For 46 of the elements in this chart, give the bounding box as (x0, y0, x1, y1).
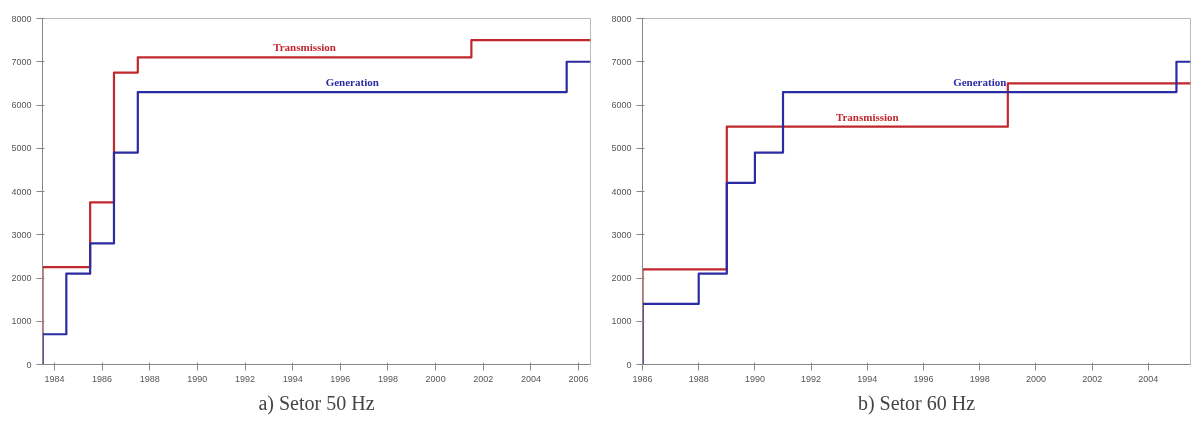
series-label: Generation (325, 76, 379, 89)
x-tick-label: 2006 (568, 373, 589, 384)
x-tick-label: 2004 (520, 373, 541, 384)
x-tick-label: 1992 (801, 373, 822, 384)
y-tick-label: 6000 (11, 100, 32, 110)
x-tick-label: 1994 (282, 373, 303, 384)
x-tick-label: 1994 (857, 373, 878, 384)
y-tick-label: 5000 (11, 143, 32, 154)
y-tick-label: 2000 (611, 273, 632, 283)
y-tick-label: 1000 (11, 316, 32, 327)
y-tick-label: 4000 (611, 186, 632, 197)
x-tick-label: 1986 (92, 373, 113, 384)
series-label: Transmission (273, 41, 336, 54)
x-tick-label: 1996 (913, 373, 934, 384)
text: b) Setor 60 Hz (857, 391, 976, 415)
y-tick-label: 4000 (11, 186, 32, 197)
y-tick-label: 3000 (11, 229, 32, 240)
y-tick-label: 0 (626, 359, 632, 370)
y-tick-label: 6000 (611, 100, 632, 110)
y-tick-label: 5000 (611, 143, 632, 154)
x-tick-label: 1988 (139, 373, 160, 384)
x-tick-label: 2000 (425, 373, 446, 384)
x-tick-label: 1996 (330, 373, 351, 384)
y-tick-label: 7000 (611, 56, 632, 67)
y-tick-label: 0 (26, 359, 32, 370)
text: a) Setor 50 Hz (258, 391, 375, 415)
x-tick-label: 1998 (377, 373, 398, 384)
y-tick-label: 1000 (611, 316, 632, 327)
x-tick-label: 2000 (1025, 373, 1046, 384)
x-tick-label: 1986 (632, 373, 653, 384)
y-tick-label: 2000 (11, 273, 32, 283)
y-tick-label: 7000 (11, 56, 32, 67)
x-tick-label: 2002 (1082, 373, 1103, 384)
y-tick-label: 3000 (611, 229, 632, 240)
x-tick-label: 2002 (473, 373, 494, 384)
x-tick-label: 1998 (969, 373, 990, 384)
x-tick-label: 2004 (1138, 373, 1159, 384)
y-tick-label: 8000 (611, 13, 632, 24)
series-label: Transmission (835, 110, 899, 123)
y-tick-label: 8000 (11, 13, 32, 24)
x-tick-label: 1984 (44, 373, 65, 384)
x-tick-label: 1990 (187, 373, 208, 384)
series-label: Generation (953, 76, 1007, 89)
x-tick-label: 1992 (235, 373, 256, 384)
x-tick-label: 1990 (744, 373, 765, 384)
x-tick-label: 1988 (688, 373, 709, 384)
